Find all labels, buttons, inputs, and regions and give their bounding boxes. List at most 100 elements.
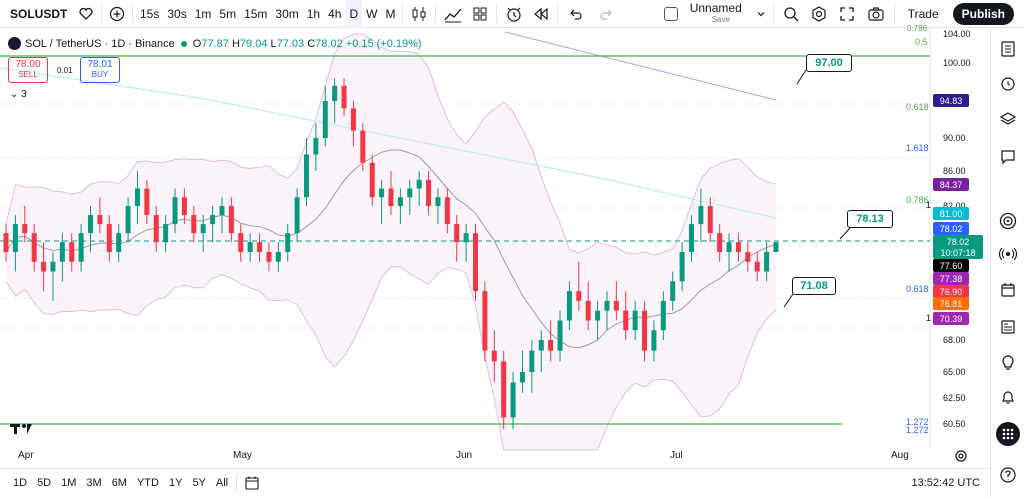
undo-icon — [570, 9, 582, 20]
snapshot-button[interactable] — [861, 0, 891, 28]
calendar-range-icon — [245, 476, 259, 490]
candle-body — [238, 233, 244, 252]
candle-body — [613, 300, 619, 311]
callout-pointer — [796, 69, 807, 85]
price-callout[interactable]: 97.00 — [806, 54, 852, 72]
candle-body — [69, 242, 75, 262]
layout-menu-button[interactable] — [752, 0, 770, 28]
price-callout[interactable]: 78.13 — [847, 210, 893, 228]
ma-slow-cyan — [0, 67, 777, 219]
symbol-search-button[interactable]: SOLUSDT — [10, 6, 68, 21]
broadcast-icon — [999, 247, 1017, 261]
timeframe-4h[interactable]: 4h — [328, 6, 342, 21]
price-axis-label: 65.00 — [943, 367, 966, 377]
fullscreen-button[interactable] — [833, 0, 861, 28]
timeframe-15m[interactable]: 15m — [244, 6, 268, 21]
alert-button[interactable] — [500, 0, 528, 28]
range-ytd[interactable]: YTD — [136, 477, 159, 489]
candle-body — [134, 188, 140, 206]
replay-button[interactable] — [528, 0, 554, 28]
range-1m[interactable]: 1M — [61, 477, 77, 489]
timeframe-1m[interactable]: 1m — [194, 6, 212, 21]
date-axis-label: Apr — [18, 450, 34, 461]
undo-button[interactable] — [561, 0, 591, 28]
ma-slow-purple — [504, 31, 777, 101]
price-axis-label: 86.00 — [943, 166, 966, 176]
settings-icon — [812, 5, 826, 22]
go-to-date-button[interactable] — [240, 469, 264, 497]
candle-body — [350, 108, 356, 131]
divider — [402, 4, 404, 23]
candle-body — [219, 206, 225, 216]
trade-button[interactable]: Trade — [907, 6, 939, 21]
help-button[interactable] — [997, 464, 1019, 486]
timeframe-D[interactable]: D — [345, 0, 363, 28]
redo-button[interactable] — [591, 0, 621, 28]
price-callout[interactable]: 71.08 — [792, 277, 836, 295]
publish-button[interactable]: Publish — [952, 2, 1014, 25]
candle-body — [642, 310, 648, 351]
quick-search-button[interactable] — [777, 0, 805, 28]
tv-logo-icon[interactable] — [10, 422, 36, 438]
notifications-button[interactable] — [997, 386, 1019, 408]
target-button[interactable] — [997, 210, 1019, 232]
indicators-icon — [444, 8, 462, 22]
range-3m[interactable]: 3M — [86, 477, 102, 489]
price-axis-label: 100.00 — [943, 58, 971, 68]
compare-symbol-button[interactable] — [105, 0, 129, 28]
price-chart[interactable] — [0, 28, 990, 468]
alert-icon — [507, 7, 522, 22]
range-1y[interactable]: 1Y — [168, 477, 183, 489]
timeframe-30m[interactable]: 30m — [275, 6, 299, 21]
timeframe-1h[interactable]: 1h — [306, 6, 321, 21]
news-icon — [1001, 320, 1015, 334]
layout-checkbox[interactable] — [663, 6, 678, 21]
timeframe-30s[interactable]: 30s — [167, 6, 187, 21]
bottom-bar: 1D 5D 1M 3M 6M YTD 1Y 5Y All 13:52:42 UTC — [0, 468, 990, 497]
range-6m[interactable]: 6M — [111, 477, 127, 489]
chart-type-button[interactable] — [406, 0, 432, 28]
ideas-button[interactable] — [997, 351, 1019, 373]
candle-body — [303, 154, 309, 198]
timeframe-M[interactable]: M — [385, 6, 396, 21]
timeframe-W[interactable]: W — [366, 6, 378, 21]
indicators-button[interactable] — [439, 0, 467, 28]
fib-level-label: 1 — [926, 313, 932, 323]
utc-clock[interactable]: 13:52:42 UTC — [911, 477, 980, 489]
price-axis-label: 62.50 — [943, 393, 966, 403]
axis-settings-button[interactable] — [954, 449, 968, 468]
sell-button[interactable]: 78.00 SELL — [8, 57, 48, 83]
candle-body — [397, 197, 403, 206]
settings-button[interactable] — [805, 0, 833, 28]
candle-body — [191, 215, 197, 234]
range-5y[interactable]: 5Y — [192, 477, 206, 489]
add-to-watchlist-button[interactable] — [74, 0, 98, 28]
range-all[interactable]: All — [215, 477, 229, 489]
watchlist-button[interactable] — [997, 38, 1019, 60]
broadcast-button[interactable] — [997, 243, 1019, 265]
bollinger-upper — [5, 33, 777, 256]
layers-button[interactable] — [997, 108, 1019, 130]
fib-level-label: 0.786 — [906, 195, 929, 205]
indicators-toggle[interactable]: ⌄ 3 — [10, 89, 27, 100]
timeframe-5m[interactable]: 5m — [219, 6, 237, 21]
range-1d[interactable]: 1D — [13, 477, 28, 489]
products-button[interactable] — [996, 422, 1020, 446]
date-range-group: 1D 5D 1M 3M 6M YTD 1Y 5Y All — [0, 477, 233, 489]
layout-button[interactable] — [467, 0, 493, 28]
range-5d[interactable]: 5D — [37, 477, 52, 489]
timeframe-group: 15s 30s 1m 5m 15m 30m 1h 4h D W M — [136, 0, 399, 28]
chat-button[interactable] — [997, 146, 1019, 168]
timeframe-15s[interactable]: 15s — [140, 6, 160, 21]
alerts-panel-button[interactable] — [997, 72, 1019, 94]
callout-pointer — [839, 227, 851, 240]
buy-button[interactable]: 78.01 BUY — [80, 57, 120, 83]
candle-body — [491, 350, 497, 362]
legend-title[interactable]: SOL / TetherUS · 1D · Binance — [25, 37, 175, 50]
candle-body — [3, 233, 9, 252]
calendar-button[interactable] — [997, 279, 1019, 301]
news-button[interactable] — [997, 316, 1019, 338]
layout-name-button[interactable]: Unnamed Save — [660, 0, 752, 28]
moving-average — [5, 149, 777, 349]
layers-icon — [999, 112, 1017, 125]
